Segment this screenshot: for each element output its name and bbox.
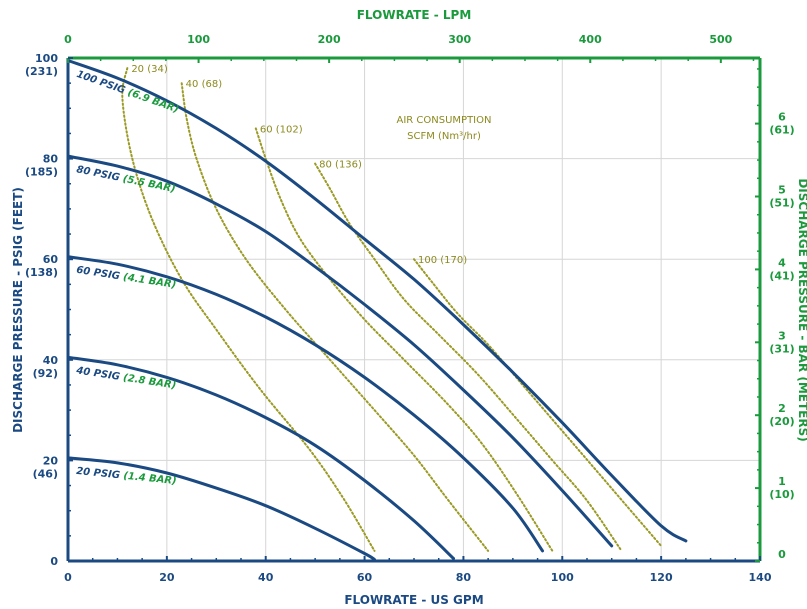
- x-tick-label: 40: [258, 571, 274, 584]
- x2-tick-label: 200: [318, 33, 341, 46]
- air-consumption-line: [254, 127, 554, 552]
- y2-tick-label: 3: [778, 329, 786, 342]
- performance-curve: [66, 456, 376, 561]
- y2-tick-label: 6: [778, 111, 786, 124]
- air-consumption-line: [413, 258, 663, 547]
- y2-axis-title: DISCHARGE PRESSURE - BAR (METERS): [796, 178, 807, 441]
- y2-tick-sublabel: (20): [769, 415, 794, 428]
- x-tick-label: 60: [357, 571, 373, 584]
- air-consumption-line: [180, 82, 490, 552]
- x2-tick-label: 0: [64, 33, 72, 46]
- x2-axis-title: FLOWRATE - LPM: [357, 8, 472, 22]
- x2-tick-label: 400: [579, 33, 602, 46]
- air-consumption-line: [314, 162, 623, 552]
- y2-tick-sublabel: (51): [769, 197, 794, 210]
- air-consumption-title: AIR CONSUMPTION: [397, 115, 492, 126]
- y-tick-label: 60: [43, 253, 59, 266]
- y2-tick-sublabel: (41): [769, 269, 794, 282]
- y-tick-label: 20: [43, 454, 59, 467]
- y-tick-sublabel: (46): [33, 467, 58, 480]
- x-tick-label: 0: [64, 571, 72, 584]
- x-tick-label: 140: [749, 571, 772, 584]
- air-consumption-label: 100 (170): [418, 255, 467, 266]
- y2-tick-label: 1: [778, 475, 786, 488]
- performance-curves: [66, 59, 688, 561]
- air-consumption-label: 40 (68): [186, 79, 223, 90]
- performance-curve: [66, 255, 544, 553]
- y-tick-label: 40: [43, 354, 59, 367]
- y-tick-sublabel: (185): [25, 166, 58, 179]
- x-tick-label: 120: [650, 571, 673, 584]
- air-consumption-lines: 20 (34) 40 (68) 60 (102) 80 (136) 100 (170): [121, 64, 663, 552]
- air-consumption-line: [121, 67, 376, 552]
- x-axis-title: FLOWRATE - US GPM: [344, 593, 483, 607]
- y2-tick-sublabel: (61): [769, 124, 794, 137]
- series-label: 20 PSIG (1.4 BAR): [76, 466, 177, 487]
- air-consumption-label: 60 (102): [260, 124, 303, 135]
- y-tick-label: 100: [35, 52, 58, 65]
- y-tick-sublabel: (138): [25, 266, 58, 279]
- x-tick-label: 20: [159, 571, 175, 584]
- y2-tick-label: 2: [778, 402, 786, 415]
- x-tick-label: 100: [551, 571, 574, 584]
- performance-curve: [66, 355, 455, 560]
- performance-curve: [66, 154, 614, 548]
- y2-tick-label: 0: [778, 548, 786, 561]
- air-consumption-units: SCFM (Nm³/hr): [407, 131, 481, 142]
- y-tick-label: 80: [43, 153, 59, 166]
- air-consumption-label: 20 (34): [131, 64, 168, 75]
- performance-curve: [66, 59, 688, 543]
- y-tick-sublabel: (92): [33, 367, 58, 380]
- y-tick-sublabel: (231): [25, 65, 58, 78]
- series-label-psig: 20 PSIG: [76, 466, 124, 482]
- x2-tick-label: 500: [709, 33, 732, 46]
- x2-tick-label: 300: [448, 33, 471, 46]
- gridlines: [68, 58, 760, 561]
- air-consumption-label: 80 (136): [319, 160, 362, 171]
- y2-tick-label: 5: [778, 184, 786, 197]
- x-tick-label: 80: [456, 571, 472, 584]
- y2-tick-sublabel: (31): [769, 342, 794, 355]
- series-label-bar: (1.4 BAR): [123, 471, 177, 487]
- y-tick-label: 0: [50, 555, 58, 568]
- y2-tick-sublabel: (10): [769, 488, 794, 501]
- x2-tick-label: 100: [187, 33, 210, 46]
- y2-tick-label: 4: [778, 256, 786, 269]
- y-axis-title: DISCHARGE PRESSURE - PSIG (FEET): [11, 187, 25, 433]
